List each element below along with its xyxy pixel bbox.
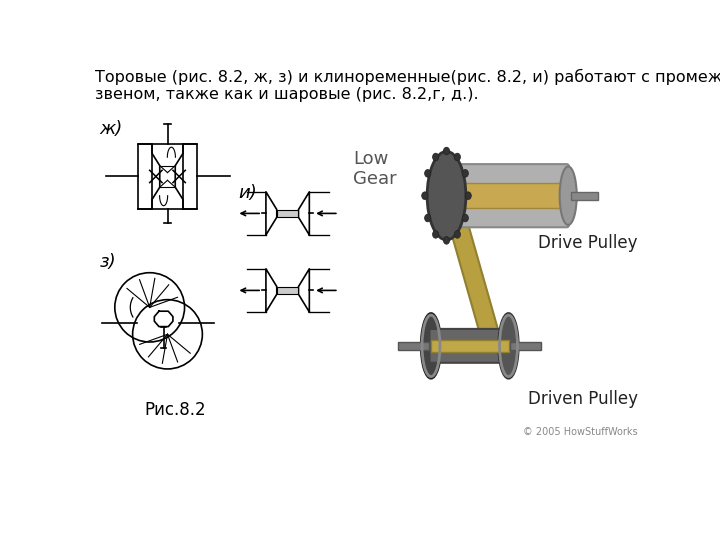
- Polygon shape: [276, 287, 299, 294]
- Text: Drive Pulley: Drive Pulley: [539, 234, 638, 252]
- Polygon shape: [443, 184, 466, 208]
- Ellipse shape: [462, 214, 469, 222]
- Text: и): и): [239, 184, 258, 202]
- Bar: [398, 342, 429, 350]
- Ellipse shape: [427, 151, 466, 240]
- Polygon shape: [441, 193, 502, 348]
- FancyBboxPatch shape: [444, 164, 569, 227]
- Bar: [570, 192, 598, 200]
- Ellipse shape: [444, 237, 449, 244]
- FancyBboxPatch shape: [429, 329, 510, 363]
- Ellipse shape: [559, 166, 577, 225]
- Ellipse shape: [454, 153, 461, 161]
- Polygon shape: [431, 340, 508, 352]
- Ellipse shape: [422, 192, 428, 200]
- Ellipse shape: [454, 231, 461, 238]
- Ellipse shape: [462, 170, 469, 177]
- Ellipse shape: [433, 153, 438, 161]
- Bar: [446, 184, 567, 208]
- Text: з): з): [99, 253, 116, 272]
- Text: Low
Gear: Low Gear: [354, 150, 397, 188]
- Ellipse shape: [421, 314, 441, 378]
- Text: ж): ж): [99, 120, 122, 138]
- Bar: [510, 342, 541, 350]
- Text: Driven Pulley: Driven Pulley: [528, 390, 638, 408]
- Ellipse shape: [499, 314, 518, 378]
- Ellipse shape: [425, 214, 431, 222]
- Text: Рис.8.2: Рис.8.2: [144, 401, 206, 419]
- Ellipse shape: [433, 231, 438, 238]
- Polygon shape: [276, 210, 299, 217]
- Ellipse shape: [465, 192, 472, 200]
- Text: Торовые (рис. 8.2, ж, з) и клиноременные(рис. 8.2, и) работают с промежуточным
з: Торовые (рис. 8.2, ж, з) и клиноременные…: [96, 69, 720, 102]
- Ellipse shape: [444, 147, 449, 155]
- Text: © 2005 HowStuffWorks: © 2005 HowStuffWorks: [523, 427, 638, 437]
- Ellipse shape: [425, 170, 431, 177]
